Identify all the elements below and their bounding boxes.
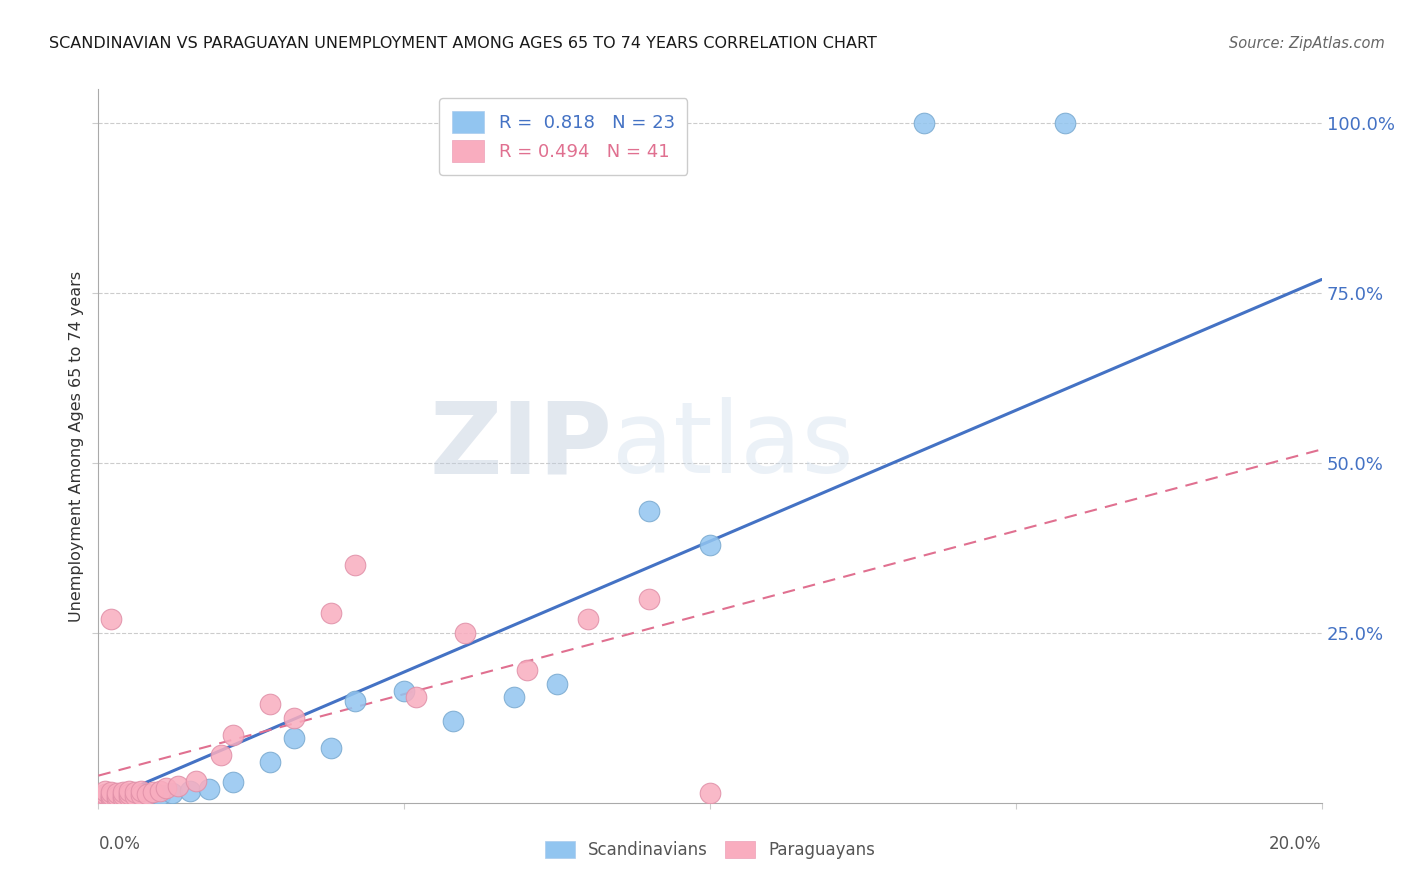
Point [912, 116, 935, 130]
Text: ZIP: ZIP [429, 398, 612, 494]
Point [319, 606, 342, 620]
Point [259, 755, 281, 769]
Point [124, 789, 146, 803]
Point [105, 792, 128, 806]
Point [100, 790, 122, 805]
Point [454, 626, 477, 640]
Point [699, 786, 721, 800]
Point [167, 779, 190, 793]
Point [259, 698, 281, 712]
Point [118, 783, 141, 797]
Point [100, 792, 122, 806]
Point [105, 789, 128, 803]
Text: atlas: atlas [612, 398, 853, 494]
Point [129, 788, 152, 802]
Point [111, 788, 134, 802]
Point [93, 792, 115, 806]
Point [209, 748, 232, 763]
Point [283, 731, 305, 746]
Point [100, 792, 122, 806]
Point [124, 789, 146, 803]
Point [344, 694, 367, 708]
Point [105, 786, 128, 800]
Legend: Scandinavians, Paraguayans: Scandinavians, Paraguayans [538, 834, 882, 866]
Point [118, 790, 141, 805]
Point [93, 789, 115, 803]
Point [222, 728, 245, 742]
Text: 0.0%: 0.0% [98, 835, 141, 853]
Point [160, 786, 183, 800]
Point [111, 785, 134, 799]
Text: Source: ZipAtlas.com: Source: ZipAtlas.com [1229, 36, 1385, 51]
Point [503, 690, 526, 705]
Point [405, 690, 427, 705]
Point [93, 792, 115, 806]
Point [186, 774, 208, 789]
Point [149, 783, 172, 797]
Point [155, 780, 177, 795]
Point [136, 788, 159, 802]
Point [142, 785, 165, 799]
Point [222, 775, 245, 789]
Point [118, 787, 141, 801]
Point [546, 677, 568, 691]
Point [124, 785, 146, 799]
Point [93, 790, 115, 805]
Point [344, 558, 367, 572]
Point [118, 790, 141, 805]
Point [516, 663, 538, 677]
Point [111, 791, 134, 805]
Point [100, 788, 122, 802]
Point [1053, 116, 1076, 130]
Point [699, 537, 721, 551]
Point [179, 783, 201, 797]
Point [129, 783, 152, 797]
Point [576, 612, 599, 626]
Point [100, 785, 122, 799]
Point [392, 683, 416, 698]
Point [100, 612, 122, 626]
Point [441, 714, 464, 729]
Point [197, 782, 219, 797]
Point [319, 741, 342, 756]
Point [93, 783, 115, 797]
Text: 20.0%: 20.0% [1270, 835, 1322, 853]
Point [637, 503, 661, 517]
Point [637, 591, 661, 606]
Text: SCANDINAVIAN VS PARAGUAYAN UNEMPLOYMENT AMONG AGES 65 TO 74 YEARS CORRELATION CH: SCANDINAVIAN VS PARAGUAYAN UNEMPLOYMENT … [49, 36, 877, 51]
Point [283, 711, 305, 725]
Point [93, 787, 115, 801]
Point [149, 788, 172, 802]
Y-axis label: Unemployment Among Ages 65 to 74 years: Unemployment Among Ages 65 to 74 years [69, 270, 84, 622]
Point [105, 791, 128, 805]
Point [136, 787, 159, 801]
